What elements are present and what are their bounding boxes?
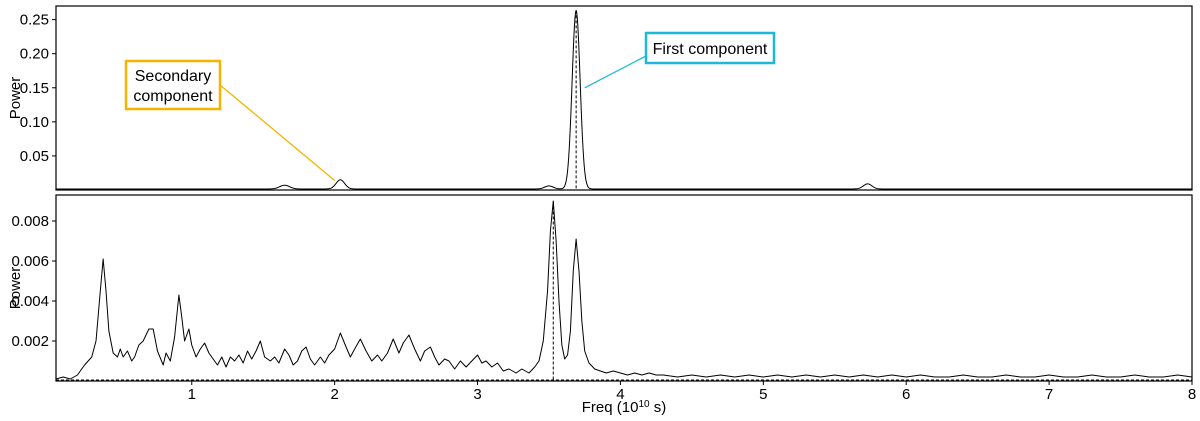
bottom-spectrum-line — [55, 200, 1193, 380]
y-axis-title: Power — [7, 267, 24, 310]
x-axis-title: Freq (1010 s) — [582, 399, 667, 417]
annotation-leader-line — [584, 55, 647, 89]
annotation-label: component — [133, 88, 213, 105]
annotation-box — [644, 31, 776, 65]
y-tick-label: 0.004 — [11, 293, 49, 310]
y-axis-title: Power — [7, 77, 24, 120]
bottom-panel: 0.002 0.004 0.006 0.008 Power 1 2 3 4 5 6 7 8 — [7, 194, 1196, 403]
x-tick-label: 3 — [473, 386, 481, 403]
y-tick-label: 0.25 — [20, 12, 49, 29]
top-plot-frame — [55, 5, 1193, 191]
bottom-plot-frame — [55, 194, 1193, 382]
top-spectrum-line — [56, 9, 1192, 190]
y-tick-label: 0.05 — [20, 148, 49, 165]
annotation-box — [124, 59, 222, 111]
annotation-label: Secondary — [135, 68, 212, 85]
y-tick-label: 0.008 — [11, 213, 49, 230]
x-tick-label: 2 — [330, 386, 338, 403]
top-panel: 0.05 0.10 0.15 0.20 0.25 Power First component… — [7, 5, 1193, 191]
y-tick-label: 0.002 — [11, 333, 49, 350]
x-tick-label: 6 — [902, 386, 910, 403]
annotation-leader-line — [219, 84, 336, 181]
x-tick-label: 7 — [1045, 386, 1053, 403]
x-tick-label: 4 — [616, 386, 624, 403]
x-tick-label: 8 — [1188, 386, 1196, 403]
y-tick-label: 0.15 — [20, 80, 49, 97]
y-tick-label: 0.006 — [11, 253, 49, 270]
y-tick-label: 0.10 — [20, 114, 49, 131]
y-tick-label: 0.20 — [20, 46, 49, 63]
x-tick-label: 1 — [188, 386, 196, 403]
annotation-label: First component — [653, 41, 768, 58]
x-tick-label: 5 — [759, 386, 767, 403]
